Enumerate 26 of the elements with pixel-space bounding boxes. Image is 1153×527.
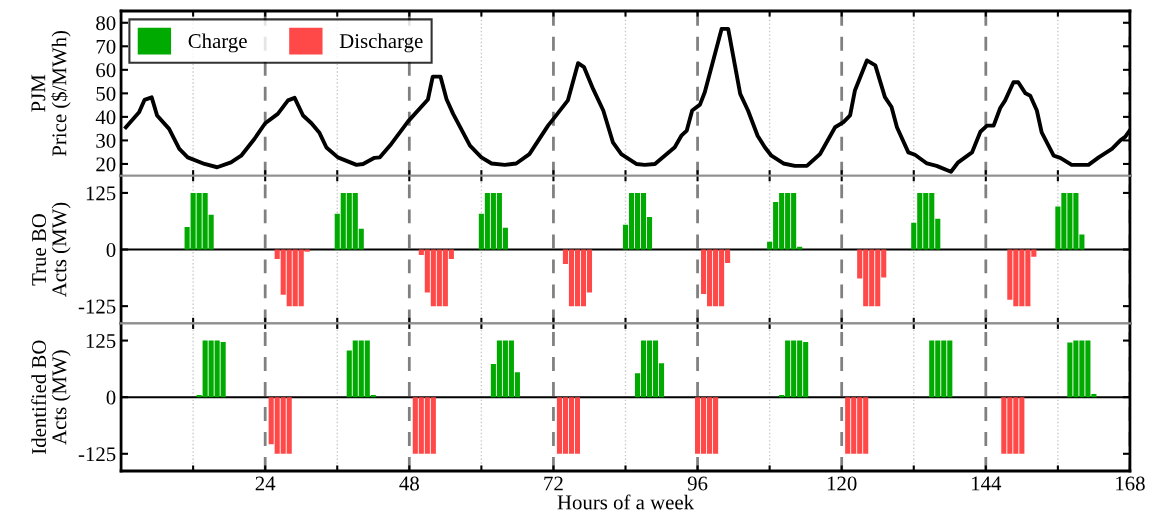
x-tick-label: 168 <box>1116 476 1145 491</box>
y-tick-label: -125 <box>78 447 116 462</box>
y-tick-label: 125 <box>86 334 116 348</box>
y-tick-label: -125 <box>78 299 116 314</box>
y-tick-label: 125 <box>86 186 116 201</box>
x-tick-label: 120 <box>827 476 857 491</box>
y-tick-label: 50 <box>96 86 116 101</box>
y-tick-label: 60 <box>96 63 116 78</box>
y-axis-title: Identified BO Acts (MW) <box>31 340 71 454</box>
y-tick-label: 30 <box>96 133 116 148</box>
x-axis-title: Hours of a week <box>557 494 695 510</box>
y-tick-label: 0 <box>106 242 116 257</box>
legend-label: Charge <box>188 33 247 53</box>
legend-label: Discharge <box>339 33 423 53</box>
y-tick-label: 40 <box>95 110 116 125</box>
y-tick-label: 0 <box>106 390 116 405</box>
x-tick-label: 48 <box>399 476 419 491</box>
x-tick-label: 72 <box>544 476 563 491</box>
x-tick-label: 144 <box>972 476 1002 491</box>
x-tick-label: 96 <box>687 476 708 491</box>
y-tick-label: 80 <box>96 16 116 31</box>
y-axis-title: True BO Acts (MW) <box>32 202 71 298</box>
y-axis-title: PJM Price ($/MWh) <box>31 30 71 157</box>
y-tick-label: 20 <box>96 157 116 172</box>
x-tick-label: 24 <box>255 476 276 491</box>
y-tick-label: 70 <box>96 39 116 54</box>
